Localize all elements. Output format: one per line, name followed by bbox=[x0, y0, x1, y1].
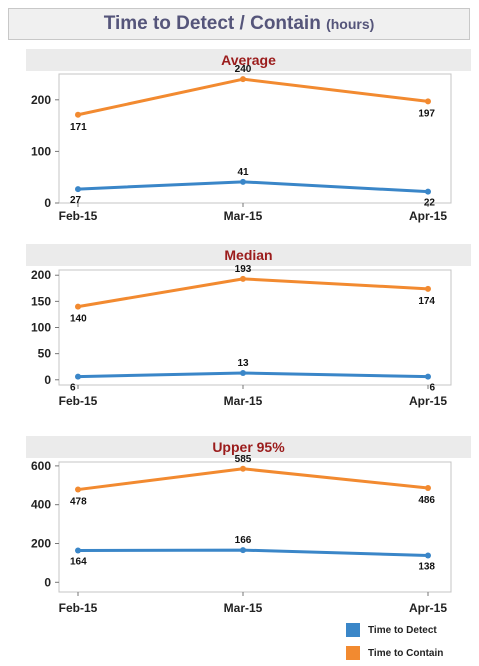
panel-2-data-label-contain: 140 bbox=[70, 314, 87, 325]
panel-1-xtick-label: Mar-15 bbox=[224, 209, 263, 223]
legend-label-detect: Time to Detect bbox=[368, 624, 437, 636]
panel-2-xtick-label: Apr-15 bbox=[409, 394, 447, 408]
panel-2-ytick-label: 50 bbox=[38, 347, 52, 361]
panel-1-plot-frame bbox=[58, 73, 452, 204]
panel-2-ytick-label: 150 bbox=[31, 294, 51, 308]
panel-1-xtick-label: Apr-15 bbox=[409, 209, 447, 223]
panel-1-point-detect bbox=[425, 188, 431, 195]
panel-1-data-label-contain: 197 bbox=[418, 108, 435, 119]
panel-2-title-band bbox=[26, 244, 471, 266]
panel-2-data-label-contain: 193 bbox=[235, 264, 252, 275]
panel-3-data-label-contain: 478 bbox=[70, 497, 87, 508]
panel-3-ytick-label: 400 bbox=[31, 498, 51, 512]
panel-1-title: Average bbox=[221, 52, 276, 68]
panel-3-point-contain bbox=[75, 486, 81, 493]
panel-1-xtick-label: Feb-15 bbox=[59, 209, 98, 223]
panel-3-plot-frame bbox=[58, 461, 452, 593]
panel-1-ytick-label: 100 bbox=[31, 144, 51, 158]
panel-3-ytick-label: 0 bbox=[44, 575, 51, 589]
panel-3-data-label-detect: 166 bbox=[235, 535, 252, 546]
legend-swatch-contain bbox=[346, 646, 360, 660]
panel-1-point-contain bbox=[240, 76, 246, 83]
legend-swatch-detect bbox=[346, 623, 360, 637]
panel-2-line-detect bbox=[77, 371, 429, 379]
panel-3-line-detect bbox=[77, 548, 429, 558]
panel-1-line-detect bbox=[77, 180, 429, 194]
panel-1-point-detect bbox=[240, 178, 246, 185]
panel-2-point-detect bbox=[75, 373, 81, 380]
panel-2-point-contain bbox=[425, 285, 431, 292]
panel-3-ytick-label: 600 bbox=[31, 459, 51, 473]
legend: Time to Detect Time to Contain bbox=[346, 620, 443, 666]
panel-3-title-band bbox=[26, 436, 471, 458]
panel-2-data-label-detect: 6 bbox=[70, 383, 76, 394]
panel-2-data-label-contain: 174 bbox=[418, 296, 435, 307]
panel-1-point-contain bbox=[425, 98, 431, 105]
panel-1-data-label-contain: 171 bbox=[70, 122, 87, 133]
panel-3-point-contain bbox=[425, 485, 431, 491]
main-title-box: Time to Detect / Contain (hours) bbox=[8, 8, 470, 40]
legend-label-contain: Time to Contain bbox=[368, 647, 444, 659]
panel-2-point-contain bbox=[240, 275, 246, 282]
panel-2-xtick-label: Mar-15 bbox=[224, 394, 263, 408]
panel-1-line-contain bbox=[77, 77, 429, 117]
panel-3-point-contain bbox=[240, 465, 246, 472]
panel-3-line-contain bbox=[77, 467, 429, 492]
panel-1-data-label-detect: 22 bbox=[424, 198, 436, 209]
panel-1-data-label-detect: 41 bbox=[237, 167, 249, 178]
panel-1-ytick-label: 0 bbox=[44, 196, 51, 210]
panel-1-data-label-detect: 27 bbox=[70, 195, 82, 206]
panel-3-data-label-contain: 585 bbox=[235, 454, 252, 465]
panel-3-data-label-detect: 138 bbox=[418, 562, 435, 573]
panel-3-point-detect bbox=[425, 552, 431, 559]
panel-2-ytick-label: 200 bbox=[31, 268, 51, 282]
legend-item-contain: Time to Contain bbox=[346, 643, 443, 663]
legend-item-detect: Time to Detect bbox=[346, 620, 443, 640]
panel-3-data-label-detect: 164 bbox=[70, 556, 87, 567]
panel-3-xtick-label: Mar-15 bbox=[224, 601, 263, 615]
panel-1-point-contain bbox=[75, 111, 81, 118]
panel-1-ytick-label: 200 bbox=[31, 93, 51, 107]
panel-2-data-label-detect: 6 bbox=[429, 383, 435, 394]
panel-2-data-label-detect: 13 bbox=[237, 358, 249, 369]
panel-1-point-detect bbox=[75, 186, 81, 193]
panel-2-ytick-label: 0 bbox=[44, 373, 51, 387]
panel-2-point-contain bbox=[75, 303, 81, 310]
panel-3-xtick-label: Feb-15 bbox=[59, 601, 98, 615]
panel-1-title-band bbox=[26, 49, 471, 71]
panel-3-title: Upper 95% bbox=[212, 439, 285, 455]
panel-3-xtick-label: Apr-15 bbox=[409, 601, 447, 615]
panel-3-data-label-contain: 486 bbox=[418, 495, 435, 506]
panel-1-data-label-contain: 240 bbox=[235, 64, 252, 75]
main-title: Time to Detect / Contain (hours) bbox=[103, 13, 375, 34]
panel-2-line-contain bbox=[77, 277, 429, 309]
title-unit: (hours) bbox=[326, 16, 375, 32]
panel-2-title: Median bbox=[224, 247, 272, 263]
panel-3-ytick-label: 200 bbox=[31, 536, 51, 550]
panel-3-point-detect bbox=[240, 547, 246, 554]
panel-2-ytick-label: 100 bbox=[31, 321, 51, 335]
panel-3-point-detect bbox=[75, 547, 81, 554]
panel-2-point-detect bbox=[425, 373, 431, 380]
panel-2-point-detect bbox=[240, 369, 246, 376]
panel-2-xtick-label: Feb-15 bbox=[59, 394, 98, 408]
